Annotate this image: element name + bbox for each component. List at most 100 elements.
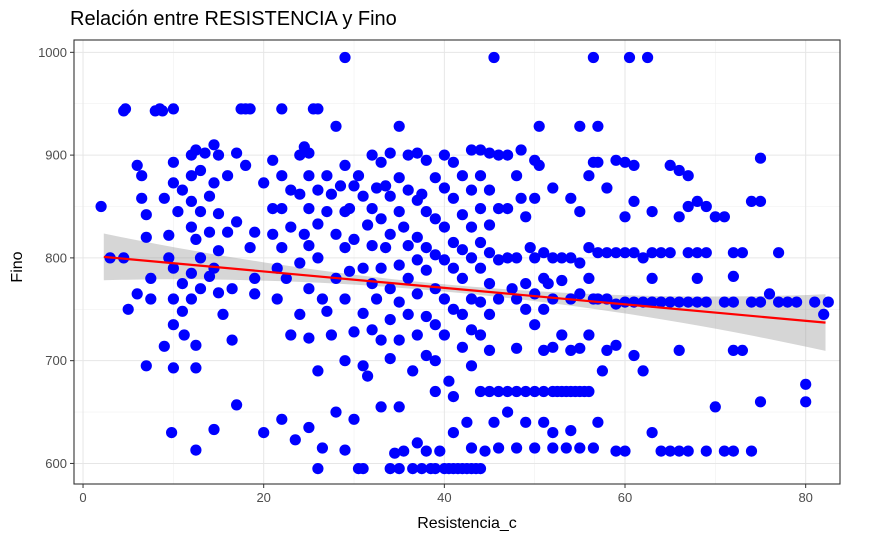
data-point [330, 120, 342, 132]
data-point [411, 329, 423, 341]
data-point [384, 353, 396, 365]
data-point [664, 445, 676, 457]
data-point [474, 144, 487, 156]
data-point [176, 278, 188, 290]
data-point [163, 229, 175, 241]
data-point [623, 51, 636, 64]
data-point [474, 236, 487, 249]
data-point [362, 219, 374, 231]
data-point [465, 293, 478, 305]
data-point [592, 120, 604, 132]
data-point [325, 188, 337, 200]
data-point [420, 242, 432, 254]
data-point [800, 396, 812, 408]
data-point [646, 296, 658, 308]
data-point [339, 51, 351, 64]
data-point [366, 240, 378, 252]
data-point [461, 416, 473, 428]
data-point [321, 170, 333, 182]
data-point [682, 296, 694, 308]
data-point [312, 218, 324, 230]
data-point [682, 170, 694, 182]
data-point [583, 329, 595, 341]
data-point [203, 270, 216, 282]
data-point [619, 445, 631, 457]
data-point [203, 226, 216, 238]
data-point [411, 147, 423, 159]
data-point [362, 370, 374, 382]
data-point [294, 149, 306, 161]
data-point [547, 182, 559, 194]
data-point [447, 303, 459, 315]
confidence-band-layer [103, 233, 826, 351]
data-point [402, 240, 414, 252]
data-point [176, 305, 188, 317]
data-point [438, 221, 450, 233]
data-point [380, 180, 392, 192]
data-point [167, 362, 179, 374]
data-point [267, 228, 279, 240]
data-point [754, 152, 767, 164]
data-point [456, 308, 468, 320]
data-point [420, 445, 432, 457]
data-point [194, 206, 207, 218]
y-tick-label: 700 [45, 353, 67, 368]
data-point [646, 427, 658, 439]
data-point [172, 206, 184, 218]
data-point [691, 247, 703, 259]
data-point [393, 206, 405, 218]
data-point [384, 147, 396, 159]
data-point [565, 192, 577, 204]
data-point [366, 203, 378, 215]
data-point [474, 463, 487, 475]
data-point [547, 293, 559, 305]
data-point [411, 437, 423, 449]
data-point [366, 278, 378, 290]
data-point [226, 283, 238, 295]
data-point [163, 252, 175, 264]
data-point [447, 236, 459, 249]
data-point [122, 303, 134, 315]
data-point [773, 296, 785, 308]
data-point [285, 329, 297, 341]
data-point [822, 296, 834, 308]
data-point [167, 156, 179, 168]
data-point [700, 200, 712, 213]
data-point [185, 221, 197, 233]
data-point [348, 326, 360, 338]
data-point [429, 172, 441, 184]
data-point [398, 221, 410, 233]
data-point [465, 144, 478, 156]
data-point [515, 144, 527, 156]
data-point [493, 442, 505, 454]
data-point [510, 170, 523, 182]
data-point [515, 192, 527, 204]
data-point [510, 385, 523, 398]
data-point [402, 149, 414, 161]
data-point [754, 396, 767, 408]
data-point [357, 262, 369, 274]
data-point [637, 252, 649, 264]
data-point [357, 360, 369, 372]
data-point [357, 190, 369, 202]
data-point [745, 195, 758, 207]
data-point [226, 334, 238, 346]
data-point [574, 288, 586, 300]
y-tick-label: 800 [45, 250, 67, 265]
data-point [303, 240, 315, 252]
data-point [429, 213, 441, 225]
data-point [167, 293, 179, 305]
data-point [601, 247, 613, 259]
confidence-band [103, 233, 826, 351]
data-point [140, 209, 152, 221]
data-point [240, 159, 252, 171]
data-point [646, 206, 658, 218]
data-point [416, 188, 428, 200]
data-point [285, 184, 297, 196]
data-point [303, 283, 315, 295]
data-point [565, 252, 577, 264]
data-point [402, 272, 414, 284]
data-point [456, 209, 468, 221]
data-point [158, 340, 170, 352]
data-point [510, 252, 523, 264]
